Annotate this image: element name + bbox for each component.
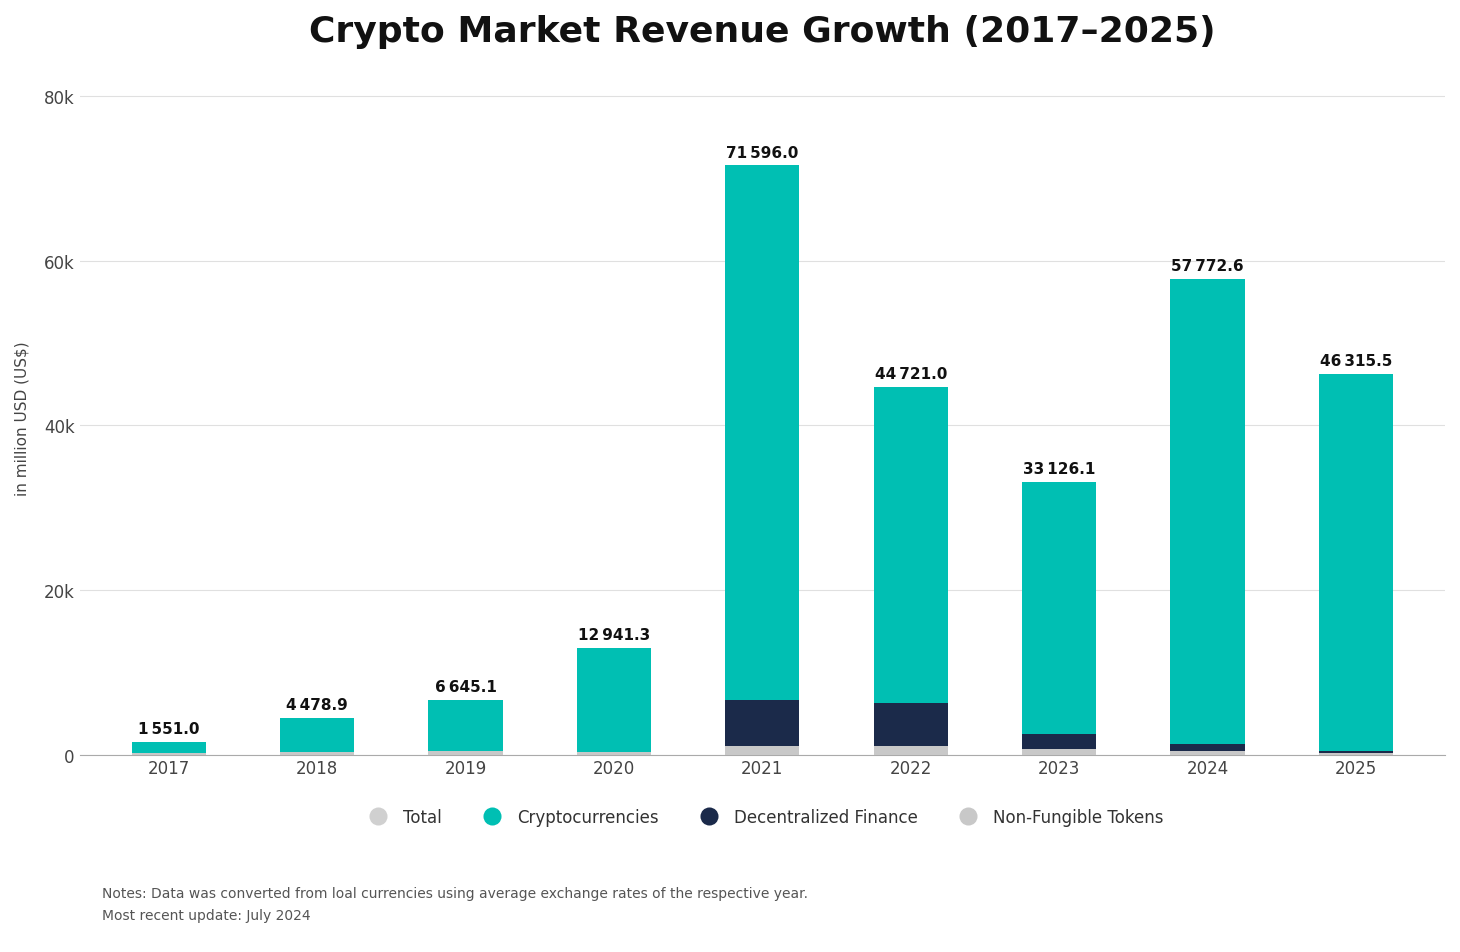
Text: Notes: Data was converted from loal currencies using average exchange rates of t: Notes: Data was converted from loal curr… — [102, 885, 809, 900]
Bar — [1022, 734, 1096, 749]
Bar — [131, 754, 206, 755]
Bar — [726, 167, 800, 701]
Text: 6 645.1: 6 645.1 — [435, 680, 496, 694]
Bar — [577, 752, 651, 755]
Bar — [1318, 753, 1393, 755]
Bar — [428, 701, 502, 751]
Bar — [726, 746, 800, 755]
Bar — [280, 718, 355, 752]
Bar — [1022, 483, 1096, 734]
Text: 33 126.1: 33 126.1 — [1023, 462, 1095, 477]
Bar — [428, 751, 502, 755]
Bar — [1171, 744, 1244, 751]
Title: Crypto Market Revenue Growth (2017–2025): Crypto Market Revenue Growth (2017–2025) — [310, 15, 1216, 49]
Text: 44 721.0: 44 721.0 — [875, 367, 948, 382]
Text: 46 315.5: 46 315.5 — [1320, 353, 1393, 368]
Text: 1 551.0: 1 551.0 — [137, 722, 200, 736]
Bar — [577, 648, 651, 752]
Bar — [1171, 280, 1244, 744]
Text: 4 478.9: 4 478.9 — [286, 697, 347, 712]
Bar — [1318, 751, 1393, 753]
Bar — [873, 387, 948, 704]
Bar — [1022, 749, 1096, 755]
Bar — [1171, 751, 1244, 755]
Bar — [873, 704, 948, 746]
Bar — [873, 746, 948, 755]
Text: Most recent update: July 2024: Most recent update: July 2024 — [102, 907, 311, 922]
Bar — [726, 701, 800, 746]
Legend: Total, Cryptocurrencies, Decentralized Finance, Non-Fungible Tokens: Total, Cryptocurrencies, Decentralized F… — [353, 800, 1171, 834]
Text: 12 941.3: 12 941.3 — [578, 627, 650, 643]
Text: 57 772.6: 57 772.6 — [1171, 259, 1244, 274]
Text: 71 596.0: 71 596.0 — [726, 146, 799, 161]
Y-axis label: in million USD (US$): in million USD (US$) — [15, 341, 31, 495]
Bar — [131, 743, 206, 754]
Bar — [280, 752, 355, 755]
Bar — [1318, 374, 1393, 751]
